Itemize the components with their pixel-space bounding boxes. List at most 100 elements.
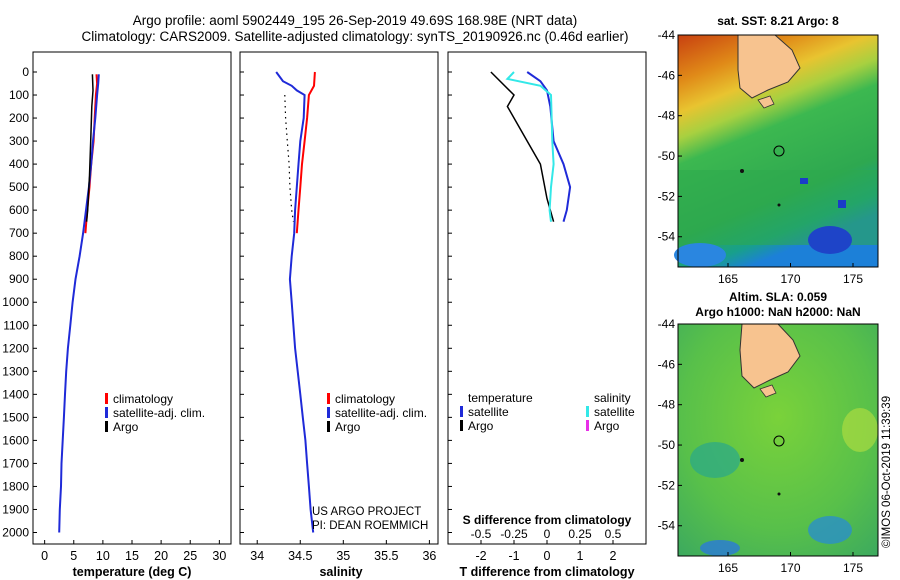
difference-panel: -2 -1 0 1 2 -0.5 -0.25 0 0.25 0.5 T difference fr… [447,51,647,579]
legend-swatch-temp-satellite [460,406,463,417]
lat-tick-label: -48 [658,109,676,123]
lat-tick-label: -50 [658,149,676,163]
lat-tick-label: -54 [658,519,676,533]
sla-map-frame [677,323,879,557]
sla-high-patch [842,408,878,452]
island-marker [777,203,781,207]
x-tick-label: 35 [336,549,350,563]
x-tick-label: 2 [610,549,617,563]
salinity-xlabel: salinity [319,565,362,579]
x-tick-label: 0 [41,549,48,563]
temperature-xlabel: temperature (deg C) [73,565,192,579]
x-tick-label: 10 [96,549,110,563]
sst-cold-edge [674,243,726,267]
x-tick-label: 34 [250,549,264,563]
depth-tick-label: 100 [9,88,29,102]
sst-map-title: sat. SST: 8.21 Argo: 8 [717,14,839,28]
sla-low-edge [700,540,740,556]
lon-tick-label: 165 [718,272,738,286]
legend-swatch-climatology [105,393,108,404]
depth-tick-label: 0 [22,65,29,79]
depth-tick-label: 1100 [3,318,29,332]
depth-tick-label: 1800 [2,479,29,493]
imos-watermark: ©IMOS 06-Oct-2019 11:39:39 [881,396,893,548]
x-tick-label: 1 [577,549,584,563]
temperature-legend: climatology satellite-adj. clim. Argo [105,392,205,434]
series-line-temperature-argo [490,71,555,222]
depth-tick-label: 1200 [2,341,29,355]
sst-map-frame [677,34,879,268]
x-tick-label: 25 [183,549,197,563]
depth-tick-label: 400 [9,157,29,171]
legend-label-satellite: satellite-adj. clim. [335,406,427,420]
argo-float-marker [773,435,785,447]
legend-swatch-sal-argo [586,420,589,431]
series-line-salinity-satellite [505,71,555,222]
difference-legend: temperature satellite Argo salinity sate… [460,391,635,433]
s-tick-label: 0 [544,527,551,541]
credit-pi: PI: DEAN ROEMMICH [312,520,428,532]
x-tick-label: -1 [508,549,519,563]
depth-tick-label: 700 [9,226,29,240]
sla-low-patch [690,442,740,478]
depth-tick-label: 1900 [2,502,29,516]
depth-tick-label: 900 [9,272,29,286]
credit-project: US ARGO PROJECT [312,506,421,518]
s-tick-label: -0.25 [500,527,528,541]
series-line-climatology [295,71,316,234]
x-tick-label: 36 [422,549,436,563]
legend-swatch-temp-argo [460,420,463,431]
figure-title-line1: Argo profile: aoml 5902449_195 26-Sep-20… [133,13,578,28]
legend-label-sal-satellite: satellite [594,405,635,419]
lon-tick-label: 170 [780,272,800,286]
land-south-island [737,34,801,99]
lat-tick-label: -44 [658,28,676,42]
argo-float-marker [773,145,785,157]
x-tick-label: 20 [154,549,168,563]
island-marker [777,492,781,496]
figure-title-line2: Climatology: CARS2009. Satellite-adjuste… [81,29,628,44]
x-tick-label: 35.5 [374,549,398,563]
depth-tick-label: 1600 [2,433,29,447]
sla-map: Altim. SLA: 0.059 Argo h1000: NaN h2000:… [658,290,879,575]
sla-map-title-line2: Argo h1000: NaN h2000: NaN [695,305,860,319]
depth-tick-label: 1000 [2,295,29,309]
x-tick-label: 30 [212,549,226,563]
salinity-panel: 34 34.5 35 35.5 36 salinity climatology sate… [239,51,439,579]
sst-cold-patch [838,200,846,208]
sst-cold-eddy [808,226,852,254]
legend-label-sal-argo: Argo [594,419,620,433]
difference-t-xlabel: T difference from climatology [459,565,634,579]
x-tick-label: 0 [544,549,551,563]
legend-swatch-argo [105,421,108,432]
depth-tick-label: 1500 [2,410,29,424]
series-line-satellite-adj-clim- [58,74,100,533]
legend-label-temp-argo: Argo [468,419,494,433]
legend-label-argo: Argo [113,420,139,434]
temperature-panel: 0100200300400500600700800900100011001200… [2,51,232,579]
lat-tick-label: -48 [658,398,676,412]
series-line-argo [284,94,294,222]
legend-title-salinity: salinity [594,391,631,405]
salinity-legend: climatology satellite-adj. clim. Argo [327,392,427,434]
legend-title-temperature: temperature [468,391,533,405]
lat-tick-label: -50 [658,438,676,452]
sla-map-title-line1: Altim. SLA: 0.059 [729,290,827,304]
series-line-argo [85,74,94,222]
series-line-satellite-adj-clim- [275,71,315,533]
legend-swatch-argo [327,421,330,432]
difference-plot-frame [447,51,647,545]
legend-swatch-climatology [327,393,330,404]
x-tick-label: -2 [475,549,486,563]
depth-tick-label: 300 [9,134,29,148]
lon-tick-label: 175 [843,272,863,286]
depth-tick-label: 200 [9,111,29,125]
lon-tick-label: 170 [780,561,800,575]
x-tick-label: 34.5 [288,549,312,563]
lat-tick-label: -46 [658,357,676,371]
depth-tick-label: 1300 [2,364,29,378]
s-tick-label: -0.5 [471,527,492,541]
x-tick-label: 15 [125,549,139,563]
lat-tick-label: -52 [658,189,676,203]
lat-tick-label: -54 [658,230,676,244]
